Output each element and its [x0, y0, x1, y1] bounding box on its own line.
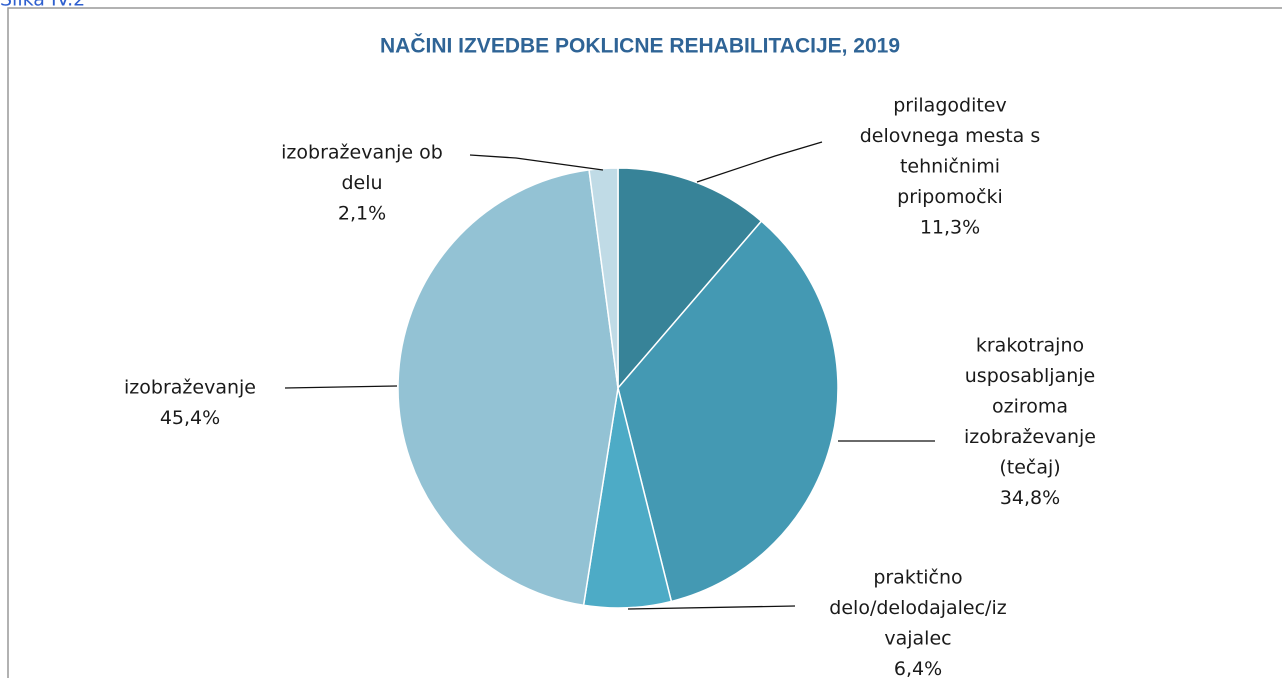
- slice-label: delo/delodajalec/iz: [829, 597, 1006, 619]
- slice-label: izobraževanje: [964, 426, 1096, 448]
- slice-label: oziroma: [992, 396, 1068, 418]
- leader-line: [696, 141, 823, 183]
- slice-label: krakotrajno: [976, 335, 1084, 357]
- value-label: 11,3%: [920, 217, 980, 239]
- slice-label: izobraževanje: [124, 377, 256, 399]
- slice-label: tehničnimi: [900, 156, 1000, 178]
- slice-label: praktično: [873, 567, 962, 589]
- slice-label: usposabljanje: [965, 365, 1095, 387]
- leader-line: [627, 605, 796, 610]
- slice-label: delovnega mesta s: [860, 125, 1041, 147]
- leader-line: [469, 154, 604, 171]
- leader-line: [284, 385, 398, 389]
- slice-label: pripomočki: [897, 186, 1003, 208]
- frame: [7, 7, 1282, 678]
- slice-label: izobraževanje ob: [281, 142, 443, 164]
- pie-slice: [617, 167, 763, 391]
- slice-label: prilagoditev: [893, 95, 1006, 117]
- value-label: 34,8%: [1000, 487, 1060, 509]
- slice-label: delu: [341, 172, 382, 194]
- slice-label: (tečaj): [999, 457, 1060, 479]
- pie-slice: [397, 169, 619, 607]
- value-label: 6,4%: [894, 658, 942, 678]
- chart-title: NAČINI IZVEDBE POKLICNE REHABILITACIJE, …: [380, 34, 900, 58]
- pie-slice: [588, 167, 619, 389]
- caption: Slika IV.2: [0, 0, 85, 11]
- value-label: 2,1%: [338, 203, 386, 225]
- slice-label: vajalec: [884, 628, 951, 650]
- value-label: 45,4%: [160, 407, 220, 429]
- pie-slice: [617, 220, 839, 603]
